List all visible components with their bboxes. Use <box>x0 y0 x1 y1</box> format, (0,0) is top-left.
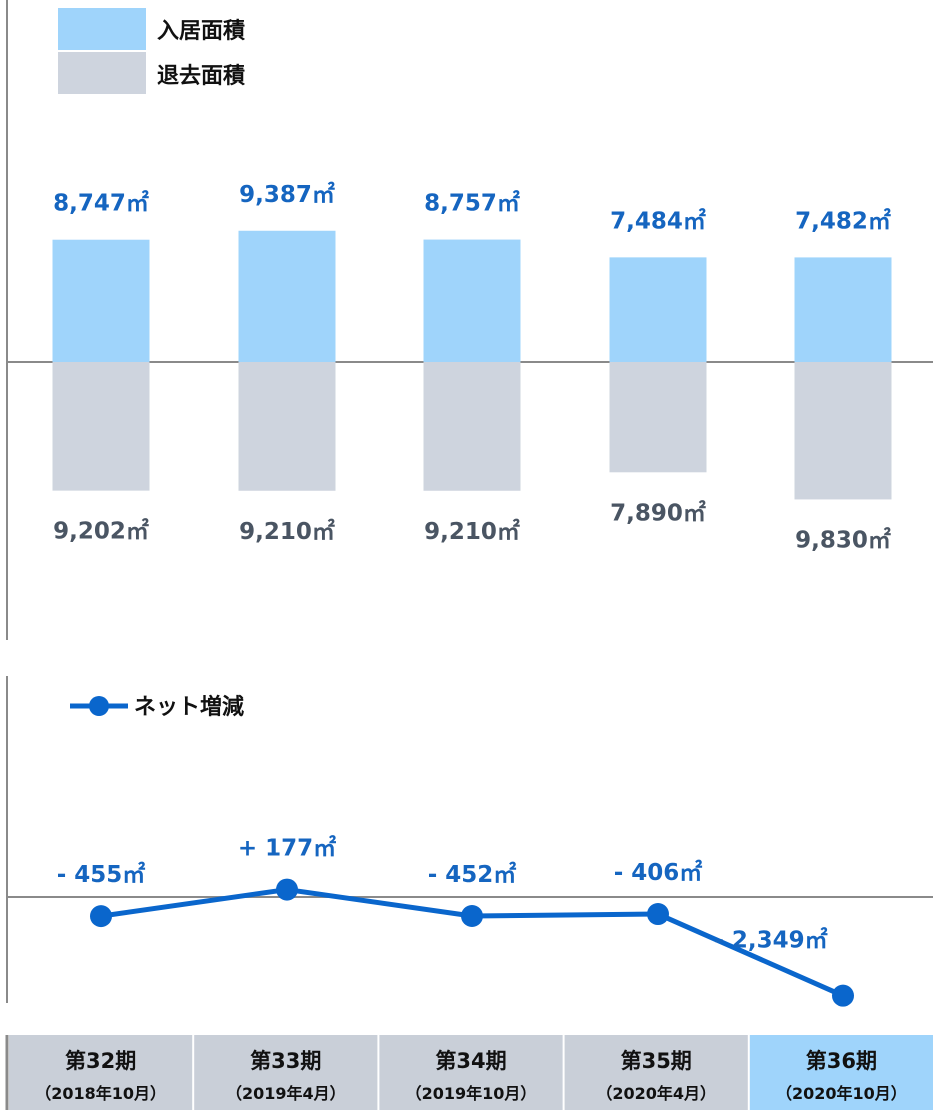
bar-move-out <box>238 362 336 491</box>
period-date: （2020年4月） <box>596 1084 716 1103</box>
line-legend: ネット増減 <box>70 694 244 720</box>
period-name: 第32期 <box>65 1049 136 1073</box>
bar-move-in <box>794 257 892 362</box>
period-name: 第33期 <box>250 1049 321 1073</box>
bar-move-in <box>423 239 521 362</box>
data-label-net: - 452㎡ <box>428 861 517 888</box>
data-label-move-in: 7,484㎡ <box>610 207 706 234</box>
bar-move-out <box>609 362 707 473</box>
net-point <box>90 905 112 928</box>
legend-swatch-move-out <box>58 52 146 94</box>
period-date: （2019年10月） <box>406 1084 537 1103</box>
period-name: 第36期 <box>806 1049 877 1073</box>
net-point <box>832 984 854 1007</box>
bar-legend: 入居面積 退去面積 <box>58 8 246 94</box>
data-label-move-in: 9,387㎡ <box>239 181 335 208</box>
legend-marker-net <box>89 696 109 716</box>
period-date: （2019年4月） <box>226 1084 346 1103</box>
period-cell <box>749 1035 933 1110</box>
legend-label-move-in: 入居面積 <box>157 19 246 44</box>
period-cell <box>194 1035 378 1110</box>
net-point <box>461 904 483 927</box>
net-point <box>647 903 669 926</box>
line-layer: - 455㎡ + 177㎡ - 452㎡ - 406㎡ - 2,349㎡ <box>57 835 854 1007</box>
data-label-net: + 177㎡ <box>238 835 336 862</box>
data-label-move-out: 9,830㎡ <box>795 526 891 553</box>
period-cell <box>9 1035 193 1110</box>
bar-move-out <box>794 362 892 500</box>
bar-layer: 8,747㎡ 9,387㎡ 8,757㎡ 7,484㎡ 7,482㎡ 9,202㎡ 9,21… <box>52 181 892 553</box>
bar-move-out <box>423 362 521 491</box>
data-label-move-out: 9,210㎡ <box>239 518 335 545</box>
data-label-move-out: 9,210㎡ <box>424 518 520 545</box>
period-cell <box>564 1035 748 1110</box>
period-cell <box>379 1035 563 1110</box>
legend-label-net: ネット増減 <box>134 694 244 720</box>
data-label-move-in: 8,747㎡ <box>53 190 149 217</box>
data-label-net: - 455㎡ <box>57 861 146 888</box>
period-name: 第34期 <box>435 1049 506 1073</box>
bar-move-out <box>52 362 150 491</box>
legend-swatch-move-in <box>58 8 146 50</box>
data-label-move-in: 7,482㎡ <box>795 207 891 234</box>
bar-move-in <box>52 239 150 362</box>
bar-move-in <box>609 257 707 362</box>
net-point <box>276 878 298 901</box>
legend-label-move-out: 退去面積 <box>157 64 246 89</box>
data-label-move-in: 8,757㎡ <box>424 190 520 217</box>
data-label-move-out: 7,890㎡ <box>610 499 706 526</box>
period-name: 第35期 <box>621 1049 692 1073</box>
period-table: 第32期 （2018年10月） 第33期 （2019年4月） 第34期 （2019年10月… <box>9 1035 933 1110</box>
data-label-net: - 2,349㎡ <box>714 927 827 954</box>
data-label-move-out: 9,202㎡ <box>53 518 149 545</box>
bar-move-in <box>238 230 336 362</box>
data-label-net: - 406㎡ <box>614 859 703 886</box>
period-date: （2020年10月） <box>776 1084 907 1103</box>
period-date: （2018年10月） <box>35 1084 166 1103</box>
